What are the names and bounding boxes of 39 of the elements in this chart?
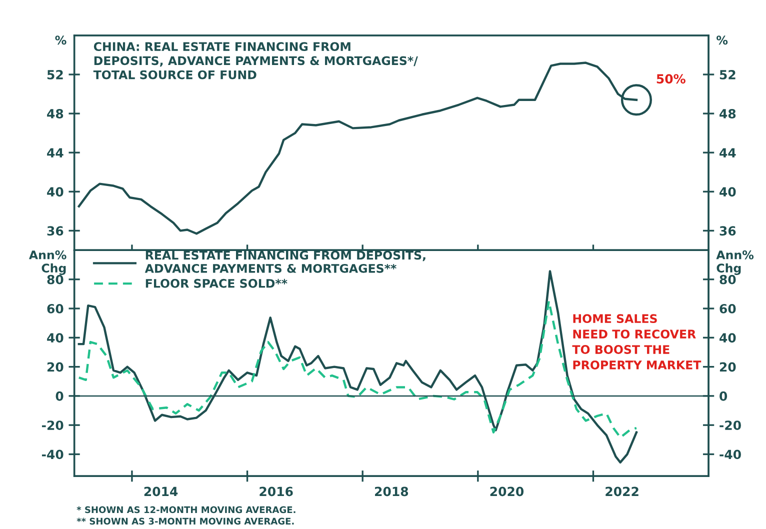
- y2-tick-label: 36: [720, 226, 736, 236]
- y2-tick-label: 80: [720, 274, 736, 284]
- y2-tick-label: -40: [720, 450, 741, 460]
- y2-axis-title: Ann% Chg: [716, 250, 754, 275]
- y2-tick-label: 44: [720, 148, 736, 158]
- y-tick-label: -40: [42, 450, 64, 460]
- y-tick-label: 20: [47, 362, 64, 372]
- y-tick-label: 36: [47, 226, 64, 236]
- y-tick-label: 40: [47, 187, 64, 197]
- y2-tick-label: -20: [720, 420, 741, 430]
- y-tick-label: 48: [47, 109, 64, 118]
- text: * SHOWN AS 12-MONTH MOVING AVERAGE. ** SHOWN AS 3-MONTH MOVING AVERAGE.: [76, 506, 296, 525]
- x-tick-label: 2016: [260, 486, 293, 496]
- y-tick-label: 44: [47, 148, 64, 158]
- annotation: HOME SALES NEED TO RECOVER TO BOOST THE PROPERTY MARKET: [572, 314, 702, 370]
- y2-axis-title: %: [716, 36, 728, 45]
- legend-label: FLOOR SPACE SOLD**: [146, 278, 288, 288]
- y-tick-label: 60: [47, 304, 64, 314]
- annotation: 50%: [656, 74, 686, 84]
- x-tick-label: 2018: [375, 486, 408, 496]
- text: CHINA: REAL ESTATE FINANCING FROM DEPOSITS, ADVANCE PAYMENTS & MORTGAGES*/ TOTAL SOURCE OF FUND: [93, 42, 418, 80]
- y2-tick-label: 52: [720, 70, 736, 80]
- y2-tick-label: 20: [720, 362, 736, 372]
- y-tick-label: 52: [47, 70, 63, 80]
- x-tick-label: 2020: [490, 486, 524, 496]
- y-tick-label: 0: [56, 391, 64, 401]
- y-tick-label: 80: [47, 274, 64, 284]
- y2-tick-label: 40: [720, 333, 736, 343]
- y-tick-label: 40: [47, 333, 64, 343]
- y2-tick-label: 48: [720, 109, 736, 118]
- y-axis-title: %: [55, 36, 66, 45]
- y-tick-label: -20: [42, 420, 64, 430]
- y2-tick-label: 40: [720, 187, 736, 197]
- y2-tick-label: 60: [720, 304, 736, 314]
- x-tick-label: 2014: [144, 486, 178, 496]
- x-tick-label: 2022: [606, 486, 638, 496]
- y-axis-title: Ann% Chg: [28, 250, 66, 275]
- legend-label: REAL ESTATE FINANCING FROM DEPOSITS, ADVANCE PAYMENTS & MORTGAGES**: [144, 250, 426, 273]
- y2-tick-label: 0: [720, 391, 728, 401]
